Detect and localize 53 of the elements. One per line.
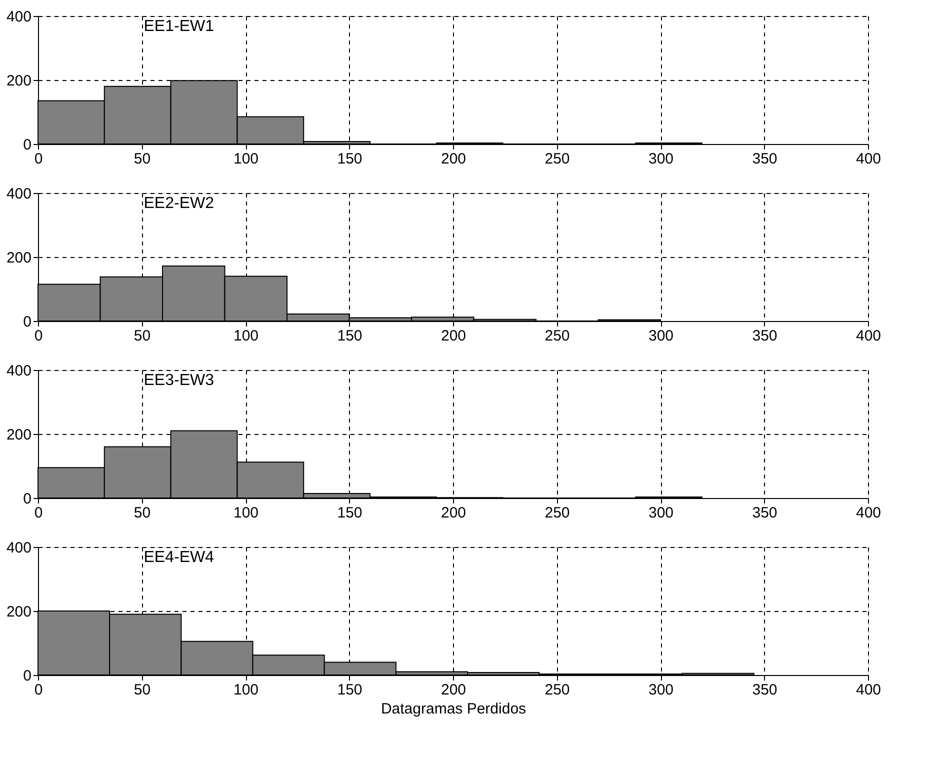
x-tick-label: 50	[134, 328, 151, 344]
y-tick-label: 200	[6, 72, 32, 90]
x-tick-label: 100	[233, 328, 259, 344]
y-tick-label: 200	[6, 250, 32, 266]
x-tick-label: 150	[337, 504, 362, 522]
x-tick-label: 400	[856, 682, 882, 698]
y-tick-label: 0	[23, 668, 32, 684]
x-tick-label: 350	[752, 504, 778, 522]
y-tick-label: 400	[6, 8, 32, 26]
annotation: EE3-EW3	[144, 372, 214, 389]
x-tick-label: 200	[440, 328, 466, 344]
x-tick-label: 200	[440, 150, 466, 168]
annotation: EE2-EW2	[144, 195, 214, 212]
y-tick-label: 400	[6, 186, 32, 202]
x-tick-label: 150	[337, 328, 362, 344]
x-tick-label: 50	[134, 150, 151, 168]
x-tick-label: 200	[440, 504, 466, 522]
x-tick-label: 0	[34, 504, 43, 522]
y-tick-label: 0	[23, 136, 32, 154]
y-tick-label: 400	[6, 362, 32, 380]
y-tick-label: 400	[6, 540, 32, 556]
x-tick-label: 250	[544, 150, 570, 168]
x-tick-label: 400	[856, 328, 882, 344]
x-tick-label: 200	[440, 682, 466, 698]
x-tick-label: 250	[544, 504, 570, 522]
x-tick-label: 300	[648, 504, 674, 522]
y-tick-label: 0	[23, 314, 32, 330]
x-tick-label: 0	[34, 150, 43, 168]
x-tick-label: 350	[752, 328, 778, 344]
annotation: EE1-EW1	[144, 18, 214, 35]
x-tick-label: 100	[233, 504, 259, 522]
x-tick-label: 300	[648, 150, 674, 168]
x-tick-label: 300	[648, 682, 674, 698]
x-tick-label: 150	[337, 682, 362, 698]
y-tick-label: 200	[6, 426, 32, 444]
x-tick-label: 250	[544, 682, 570, 698]
x-axis-title: Datagramas Perdidos	[380, 700, 526, 718]
x-tick-label: 300	[648, 328, 674, 344]
x-tick-label: 350	[752, 682, 778, 698]
x-tick-label: 50	[134, 504, 151, 522]
x-tick-label: 100	[233, 150, 259, 168]
x-tick-label: 0	[34, 328, 43, 344]
x-tick-label: 50	[134, 682, 151, 698]
annotation: EE4-EW4	[144, 549, 214, 566]
x-tick-label: 400	[856, 150, 882, 168]
x-tick-label: 350	[752, 150, 778, 168]
x-tick-label: 100	[233, 682, 259, 698]
y-tick-label: 0	[23, 490, 32, 508]
x-tick-label: 150	[337, 150, 362, 168]
x-tick-label: 250	[544, 328, 570, 344]
x-tick-label: 0	[34, 682, 43, 698]
x-tick-label: 400	[856, 504, 882, 522]
y-tick-label: 200	[6, 604, 32, 620]
